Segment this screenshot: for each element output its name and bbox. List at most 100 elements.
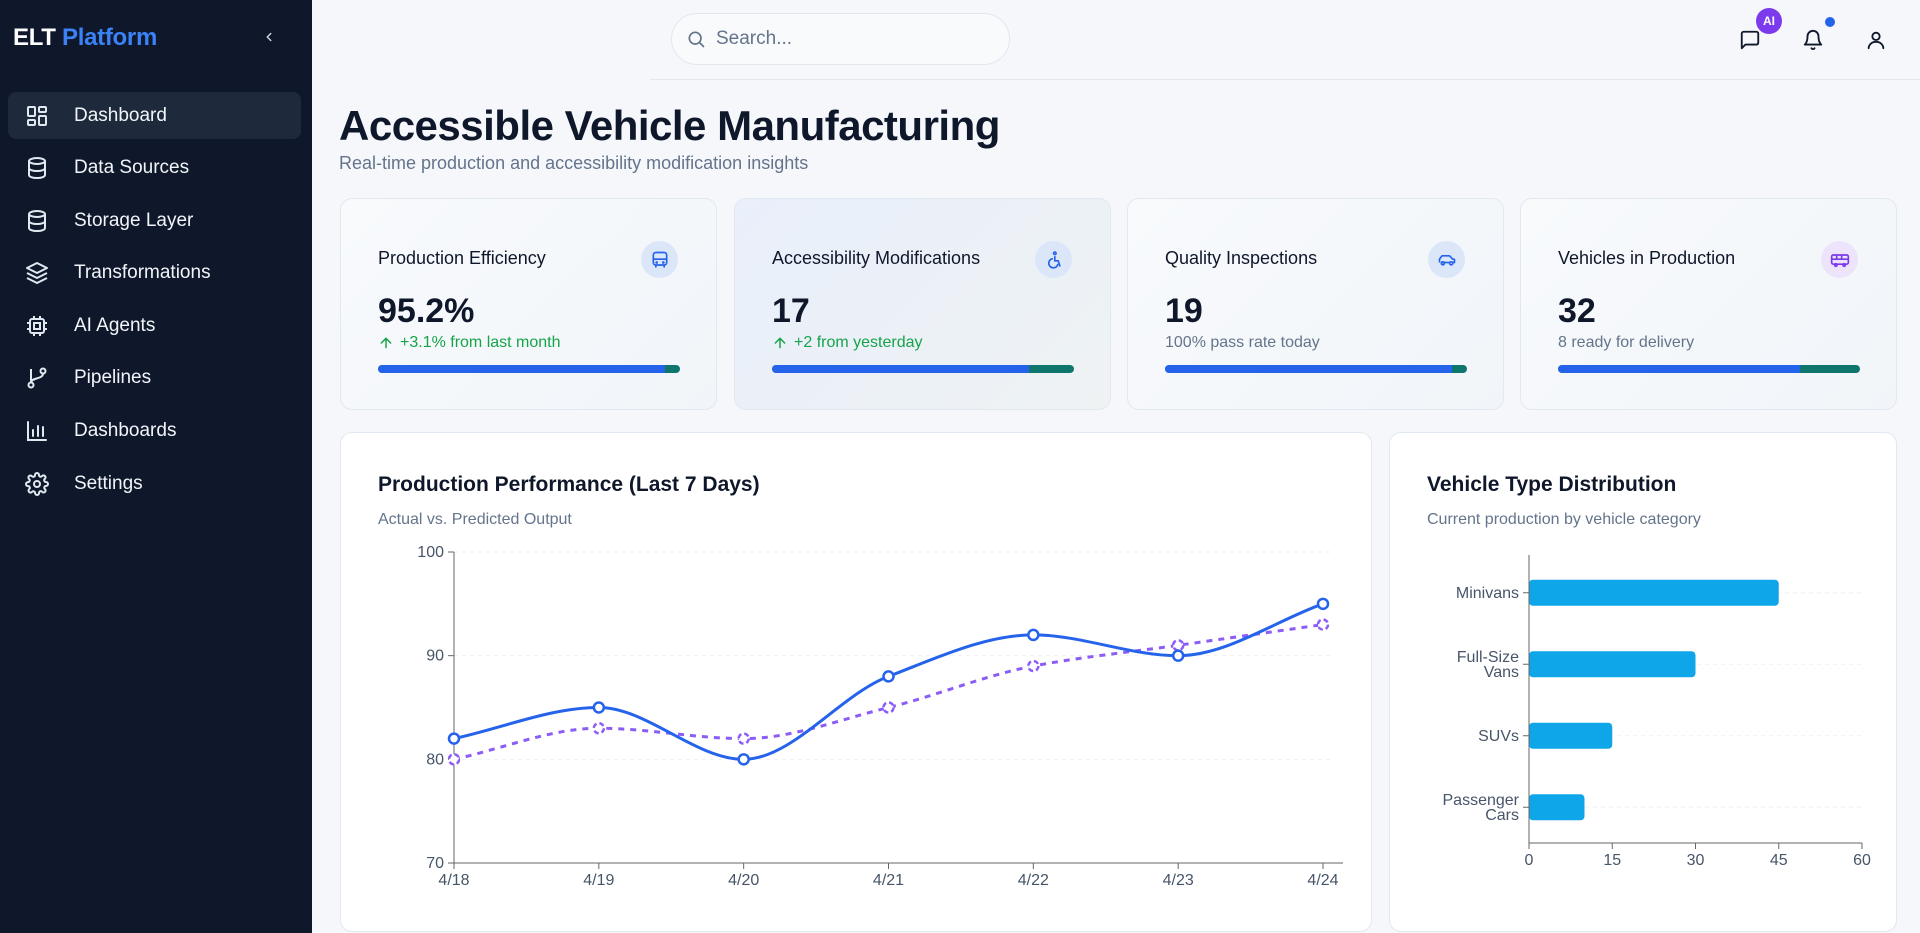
- stat-progress-fill: [1558, 365, 1800, 373]
- sidebar-item-label: Storage Layer: [74, 209, 194, 231]
- stat-value: 17: [772, 292, 810, 330]
- stat-change: 100% pass rate today: [1165, 334, 1320, 351]
- bar: [1529, 651, 1696, 678]
- sidebar-item-transformations[interactable]: Transformations: [8, 250, 301, 297]
- data-point-1: [737, 732, 750, 745]
- data-point-1: [592, 721, 606, 735]
- stat-progress-bar: [1558, 365, 1860, 373]
- stat-change-text: +3.1% from last month: [400, 334, 561, 351]
- search-box[interactable]: [671, 13, 1010, 65]
- stat-progress-bar: [772, 365, 1074, 373]
- x-tick-label: 4/24: [1307, 872, 1338, 889]
- data-point-0: [1171, 649, 1185, 662]
- search-input[interactable]: [716, 28, 986, 50]
- x-tick-label: 60: [1853, 852, 1871, 869]
- y-tick-label: Minivans: [1456, 585, 1519, 602]
- bar: [1529, 794, 1585, 821]
- sidebar-item-pipelines[interactable]: Pipelines: [8, 355, 301, 402]
- stat-change: +2 from yesterday: [772, 334, 923, 352]
- stat-progress-bar: [378, 365, 680, 373]
- stat-change: 8 ready for delivery: [1558, 334, 1695, 351]
- sidebar-item-label: Dashboard: [74, 104, 167, 126]
- notification-dot: [1825, 17, 1835, 27]
- y-tick-label: 100: [417, 544, 444, 561]
- stat-value: 19: [1165, 292, 1203, 330]
- vehicle-distribution-panel: Vehicle Type Distribution Current produc…: [1389, 432, 1897, 932]
- sidebar-item-settings[interactable]: Settings: [8, 460, 301, 507]
- bell-icon: [1803, 30, 1823, 51]
- panel-title: Vehicle Type Distribution: [1427, 473, 1677, 496]
- profile-button[interactable]: [1862, 26, 1890, 54]
- collapse-sidebar-button[interactable]: [258, 26, 280, 48]
- sidebar-item-ai-agents[interactable]: AI Agents: [8, 302, 301, 349]
- stat-progress-fill: [1165, 365, 1452, 373]
- y-tick-label-line: SUVs: [1478, 728, 1519, 745]
- x-tick-label: 15: [1603, 852, 1621, 869]
- sidebar-item-data-sources[interactable]: Data Sources: [8, 145, 301, 192]
- stat-change-text: +2 from yesterday: [794, 334, 923, 351]
- bar-chart-icon: [24, 418, 50, 444]
- sidebar-item-label: Pipelines: [74, 367, 152, 389]
- search-icon: [688, 31, 705, 48]
- data-point-0: [1316, 597, 1330, 611]
- y-tick-label-line: Minivans: [1456, 585, 1519, 602]
- header-divider: [650, 79, 1920, 80]
- panel-subtitle: Actual vs. Predicted Output: [378, 511, 572, 528]
- panel-title: Production Performance (Last 7 Days): [378, 473, 760, 496]
- data-point-1: [447, 753, 461, 766]
- arrow-up-icon: [774, 337, 786, 349]
- x-tick-label: 4/19: [583, 872, 614, 889]
- notifications-button[interactable]: [1799, 26, 1827, 54]
- stat-card-vehicles-in-production: Vehicles in Production 32 8 ready for de…: [1520, 198, 1897, 410]
- chevron-left-icon: [266, 32, 272, 42]
- data-point-0: [592, 701, 606, 714]
- messages-button[interactable]: [1736, 26, 1764, 54]
- wheelchair-icon: [1035, 241, 1072, 278]
- car-icon: [1428, 241, 1465, 278]
- brand-name-accent: Platform: [62, 24, 157, 51]
- panel-subtitle: Current production by vehicle category: [1427, 511, 1701, 528]
- stat-title: Accessibility Modifications: [772, 248, 981, 268]
- y-tick-label: 90: [426, 648, 444, 665]
- y-tick-label-line: Full-Size: [1457, 649, 1519, 666]
- van-icon: [1821, 241, 1858, 278]
- brand-name: ELT: [13, 24, 56, 51]
- x-tick-label: 4/18: [438, 872, 469, 889]
- dashboard-icon: [24, 103, 50, 129]
- data-point-0: [447, 732, 461, 745]
- data-point-1: [1316, 618, 1330, 631]
- layers-icon: [24, 260, 50, 286]
- x-tick-label: 4/23: [1163, 872, 1194, 889]
- arrow-up-icon: [380, 337, 392, 349]
- bar: [1529, 579, 1779, 606]
- sidebar: ELT Platform Dashboard Data Sources Stor…: [0, 0, 312, 933]
- git-branch-icon: [24, 365, 50, 391]
- x-tick-label: 0: [1525, 852, 1534, 869]
- sidebar-item-label: Settings: [74, 472, 143, 494]
- x-tick-label: 4/20: [728, 872, 759, 889]
- brand-logo[interactable]: ELT Platform: [13, 24, 157, 52]
- sidebar-item-dashboard[interactable]: Dashboard: [8, 92, 301, 139]
- data-point-0: [882, 670, 895, 683]
- y-tick-label-line: Cars: [1485, 807, 1519, 824]
- y-tick-label-line: Vans: [1484, 664, 1519, 681]
- sidebar-item-dashboards[interactable]: Dashboards: [8, 408, 301, 455]
- sidebar-item-storage-layer[interactable]: Storage Layer: [8, 197, 301, 244]
- sidebar-item-label: Transformations: [74, 262, 211, 284]
- bar-chart: 0 15 30 45 60 Minivans Full-Size Vans SUVs Passen…: [1443, 555, 1871, 869]
- page-title: Accessible Vehicle Manufacturing: [339, 102, 1000, 149]
- stat-title: Quality Inspections: [1165, 248, 1318, 268]
- y-tick-label: Full-Size Vans: [1457, 649, 1519, 681]
- stat-title: Vehicles in Production: [1558, 248, 1736, 268]
- gear-icon: [24, 471, 50, 497]
- ai-badge[interactable]: AI: [1756, 8, 1782, 34]
- stat-value: 32: [1558, 292, 1596, 330]
- database-icon: [24, 155, 50, 181]
- bar: [1529, 722, 1613, 749]
- stat-value: 95.2%: [378, 292, 475, 330]
- user-icon: [1867, 31, 1885, 50]
- y-tick-label: 80: [426, 751, 444, 768]
- stat-card-accessibility-modifications: Accessibility Modifications 17 +2 from y…: [734, 198, 1111, 410]
- stat-progress-fill: [772, 365, 1029, 373]
- data-point-0: [737, 753, 750, 766]
